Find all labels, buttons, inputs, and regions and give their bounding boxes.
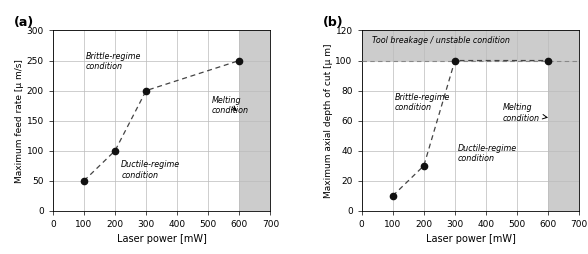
Bar (239, 30, 270, 211)
X-axis label: Laser power [mW]: Laser power [mW] (426, 234, 516, 244)
Text: Ductile-regime
condition: Ductile-regime condition (121, 160, 181, 180)
Text: Melting
condition: Melting condition (211, 96, 249, 115)
Text: Brittle-regime
condition: Brittle-regime condition (395, 93, 450, 112)
Text: Ductile-regime
condition: Ductile-regime condition (458, 144, 517, 163)
Y-axis label: Maximum feed rate [μ m/s]: Maximum feed rate [μ m/s] (15, 59, 24, 183)
Text: (b): (b) (323, 16, 343, 29)
Bar (548, 30, 579, 211)
Text: Tool breakage / unstable condition: Tool breakage / unstable condition (372, 37, 510, 45)
Text: Melting
condition: Melting condition (503, 103, 547, 123)
Text: Brittle-regime
condition: Brittle-regime condition (85, 52, 141, 71)
Y-axis label: Maximum axial depth of cut [μ m]: Maximum axial depth of cut [μ m] (323, 43, 333, 198)
X-axis label: Laser power [mW]: Laser power [mW] (116, 234, 206, 244)
Text: (a): (a) (14, 16, 34, 29)
Bar (362, 30, 579, 60)
